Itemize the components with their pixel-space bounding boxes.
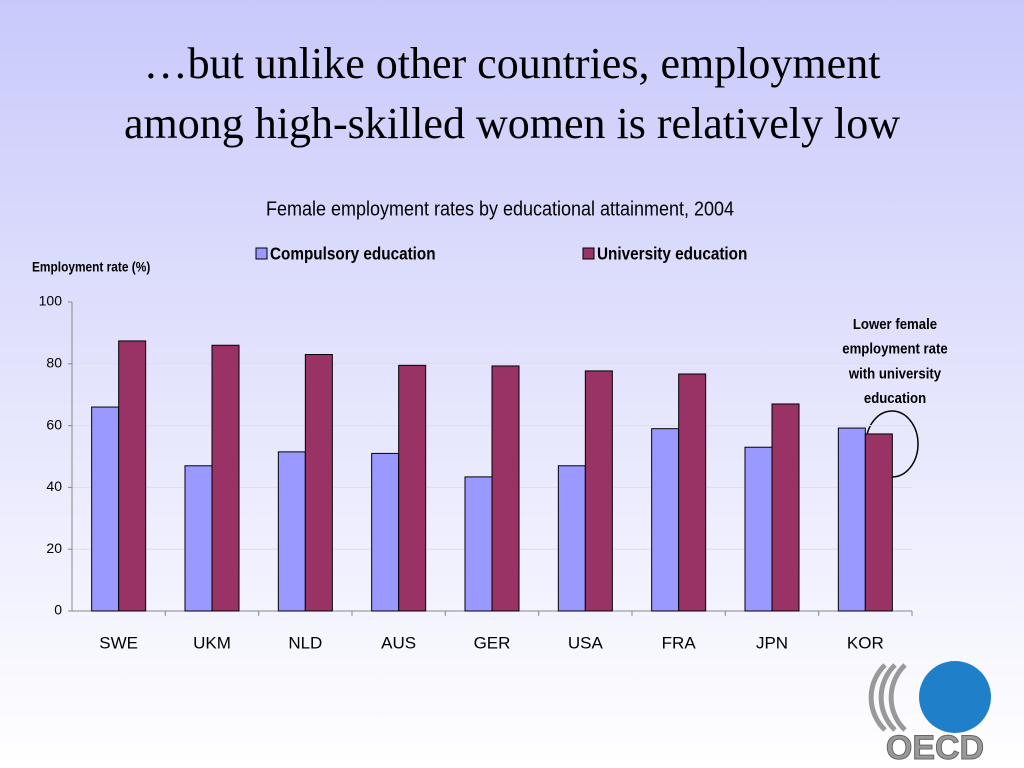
bar [398,364,427,612]
x-tick-label: SWE [99,633,138,652]
chart-title: Female employment rates by educational a… [266,198,734,220]
bar [744,446,773,612]
y-tick-label: 60 [46,416,62,432]
x-tick-label: GER [474,633,511,652]
bar [491,365,520,612]
x-tick-label: KOR [847,633,884,652]
bar [864,433,893,612]
bar [277,451,306,612]
bar [91,406,120,612]
x-tick-label: USA [568,633,604,652]
y-tick-label: 80 [46,355,62,371]
legend-swatch [255,247,268,260]
logo-arc [878,663,897,732]
x-tick-label: JPN [756,633,788,652]
x-tick-label: FRA [662,633,697,652]
annotation: with university [848,365,941,382]
bar [584,370,613,612]
bar [118,340,147,612]
legend-label: University education [597,244,747,264]
x-tick-label: AUS [381,633,416,652]
oecd-logo: OECD [868,661,991,767]
y-tick-label: 0 [54,602,62,618]
y-axis-label: Employment rate (%) [32,259,150,275]
legend-swatch [582,247,595,260]
bar [651,428,680,612]
annotation: Lower female [853,315,937,332]
bar [837,427,866,612]
legend-label: Compulsory education [270,244,436,264]
annotation: education [864,389,926,406]
slide-title: …but unlike other countries, employment [144,39,881,88]
bar [771,403,800,612]
bar [557,465,586,612]
y-tick-label: 100 [39,293,63,309]
bar [371,452,400,612]
annotation: employment rate [842,340,948,357]
bar [464,476,493,612]
logo-arc [888,663,907,732]
bar [678,373,707,612]
logo-arc [868,663,887,732]
y-tick-label: 20 [46,540,62,556]
logo-text: OECD [886,729,984,767]
bar [184,465,213,612]
logo-circle [919,661,991,733]
x-tick-label: NLD [288,633,322,652]
slide-title: among high-skilled women is relatively l… [124,99,900,148]
x-tick-label: UKM [193,633,231,652]
bar [304,354,333,612]
bar [211,344,240,612]
y-tick-label: 40 [46,478,62,494]
